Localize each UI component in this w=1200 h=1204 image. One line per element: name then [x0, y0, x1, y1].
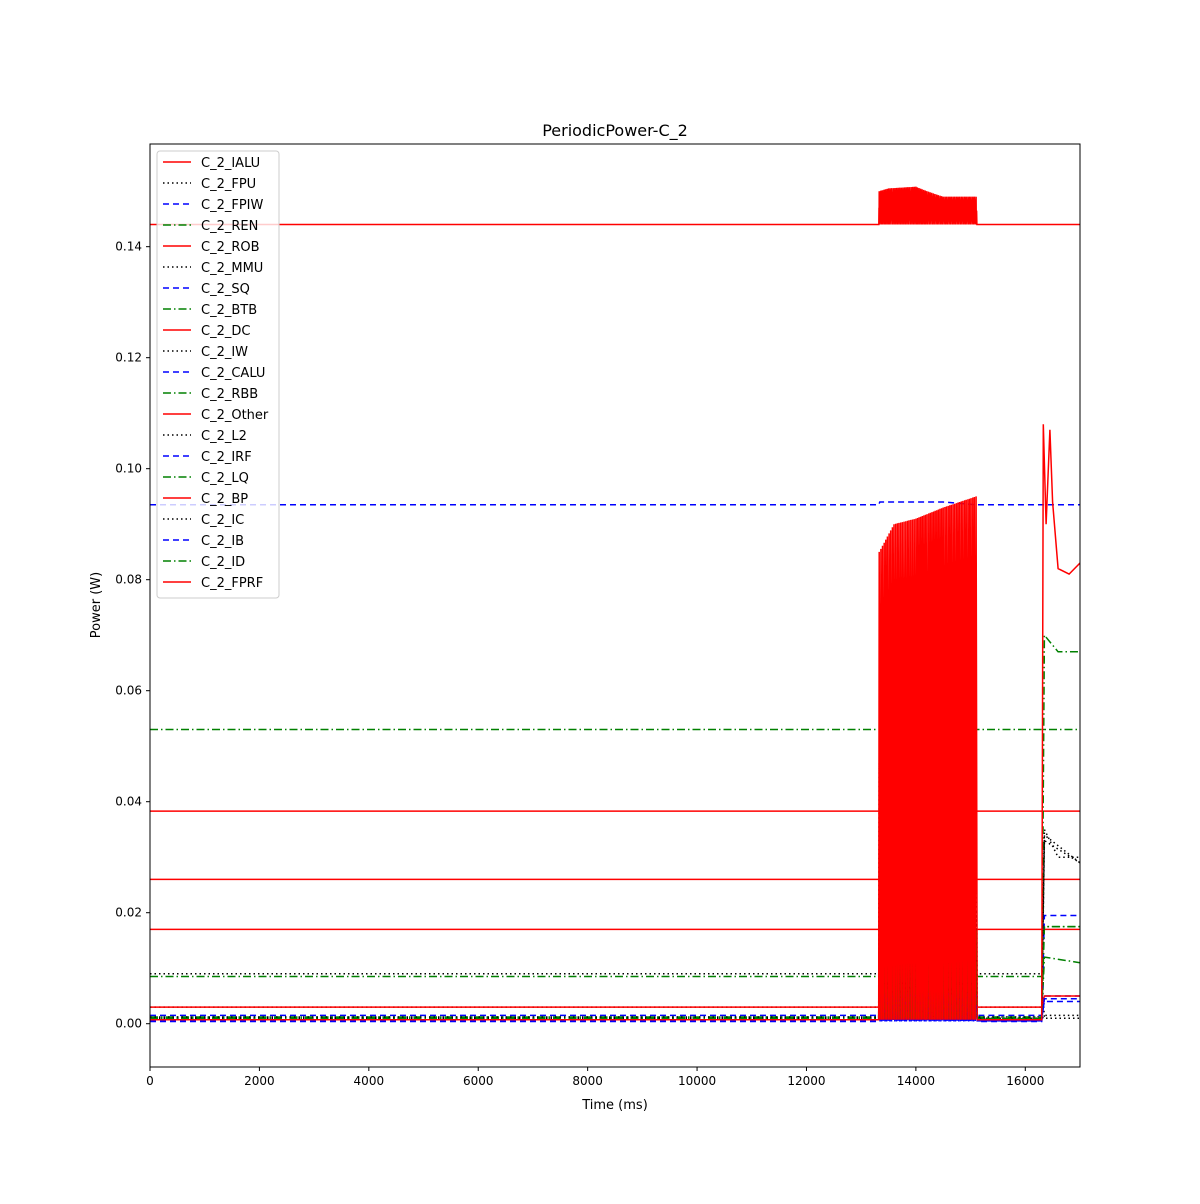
y-tick-label: 0.10: [115, 462, 142, 476]
legend-label: C_2_BP: [201, 492, 248, 507]
x-tick-label: 8000: [572, 1074, 603, 1088]
legend-label: C_2_SQ: [201, 282, 250, 297]
x-tick-label: 10000: [678, 1074, 716, 1088]
legend-label: C_2_BTB: [201, 303, 257, 318]
legend-label: C_2_IB: [201, 534, 244, 549]
y-tick-label: 0.00: [115, 1017, 142, 1031]
series-line-c-2-bp: [150, 995, 1080, 1008]
y-axis-ticks: 0.00 0.02 0.04 0.06 0.08 0.10 0.12 0.14: [115, 240, 150, 1031]
x-tick-label: 4000: [354, 1074, 385, 1088]
legend-label: C_2_ID: [201, 555, 245, 570]
x-tick-label: 6000: [463, 1074, 494, 1088]
legend-label: C_2_RBB: [201, 387, 258, 402]
legend-label: C_2_DC: [201, 324, 250, 339]
series-line-c-2-ialu: [150, 186, 1080, 226]
x-tick-label: 14000: [897, 1074, 935, 1088]
legend-label: C_2_REN: [201, 219, 258, 234]
x-tick-label: 2000: [244, 1074, 275, 1088]
x-axis-ticks: 0 2000 4000 6000 8000 10000 12000 14000 16000: [146, 1067, 1044, 1088]
legend-box: [156, 150, 280, 599]
x-tick-label: 12000: [787, 1074, 825, 1088]
x-axis-label: Time (ms): [581, 1098, 648, 1113]
legend-label: C_2_LQ: [201, 471, 249, 486]
legend-label: C_2_IALU: [201, 156, 260, 171]
y-tick-label: 0.12: [115, 351, 142, 365]
legend: C_2_IALU C_2_FPU C_2_FPIW C_2_REN C_2_ROB C_2…: [156, 150, 280, 599]
x-tick-label: 0: [146, 1074, 154, 1088]
legend-label: C_2_Other: [201, 408, 269, 423]
legend-label: C_2_FPRF: [201, 576, 263, 591]
y-axis-label: Power (W): [89, 572, 104, 638]
series-line-c-2-fpiw: [150, 501, 1080, 506]
legend-label: C_2_CALU: [201, 366, 265, 381]
legend-label: C_2_IC: [201, 513, 244, 528]
chart-title: PeriodicPower-C_2: [542, 121, 688, 141]
y-tick-label: 0.14: [115, 240, 142, 254]
legend-label: C_2_FPIW: [201, 198, 263, 213]
y-tick-label: 0.06: [115, 684, 142, 698]
y-tick-label: 0.02: [115, 906, 142, 920]
legend-label: C_2_ROB: [201, 240, 260, 255]
series-line-c-2-fprf: [150, 424, 1080, 1021]
x-tick-label: 16000: [1006, 1074, 1044, 1088]
legend-label: C_2_IRF: [201, 450, 252, 465]
y-tick-label: 0.04: [115, 795, 142, 809]
y-tick-label: 0.08: [115, 573, 142, 587]
legend-label: C_2_FPU: [201, 177, 256, 192]
series-layer: [150, 186, 1080, 1023]
legend-label: C_2_MMU: [201, 261, 263, 276]
legend-label: C_2_L2: [201, 429, 247, 444]
legend-label: C_2_IW: [201, 345, 248, 360]
plot-frame: [149, 143, 1081, 1068]
